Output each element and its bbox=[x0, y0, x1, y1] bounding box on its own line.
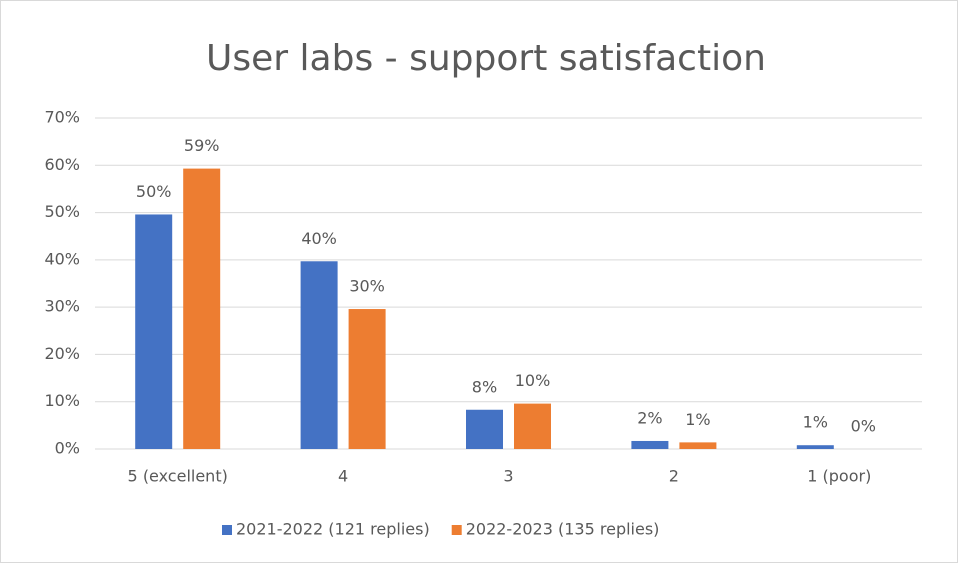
legend-swatch bbox=[451, 525, 462, 535]
data-label: 1% bbox=[685, 410, 710, 429]
legend-label: 2022-2023 (135 replies) bbox=[466, 520, 660, 539]
bar bbox=[679, 442, 717, 449]
y-tick-label: 70% bbox=[44, 108, 80, 127]
bar bbox=[300, 261, 338, 449]
data-label: 8% bbox=[472, 377, 497, 396]
x-tick-label: 2 bbox=[669, 467, 679, 486]
y-tick-label: 20% bbox=[44, 344, 80, 363]
bar bbox=[348, 309, 386, 449]
bar bbox=[466, 409, 503, 449]
legend-label: 2021-2022 (121 replies) bbox=[236, 520, 430, 539]
data-label: 10% bbox=[515, 371, 551, 390]
data-label: 2% bbox=[637, 408, 662, 427]
data-label: 40% bbox=[301, 229, 337, 248]
data-label: 50% bbox=[136, 182, 172, 201]
x-tick-label: 1 (poor) bbox=[807, 467, 871, 486]
chart-title: User labs - support satisfaction bbox=[206, 38, 766, 79]
data-label: 59% bbox=[184, 136, 220, 155]
y-tick-label: 50% bbox=[44, 202, 80, 221]
y-tick-label: 40% bbox=[44, 249, 80, 268]
legend-swatch bbox=[222, 525, 232, 535]
x-tick-label: 5 (excellent) bbox=[128, 467, 228, 486]
bar bbox=[183, 168, 221, 450]
bar bbox=[135, 214, 173, 449]
x-tick-label: 3 bbox=[503, 467, 513, 486]
y-tick-label: 30% bbox=[44, 297, 80, 316]
data-label: 0% bbox=[851, 417, 876, 436]
bar bbox=[631, 440, 669, 449]
x-tick-label: 4 bbox=[338, 467, 348, 486]
y-tick-label: 0% bbox=[55, 439, 80, 458]
data-label: 30% bbox=[349, 277, 385, 296]
data-label: 1% bbox=[803, 413, 828, 432]
bar bbox=[796, 445, 834, 449]
y-tick-label: 60% bbox=[44, 155, 80, 174]
bar bbox=[514, 403, 551, 449]
y-tick-label: 10% bbox=[44, 391, 80, 410]
